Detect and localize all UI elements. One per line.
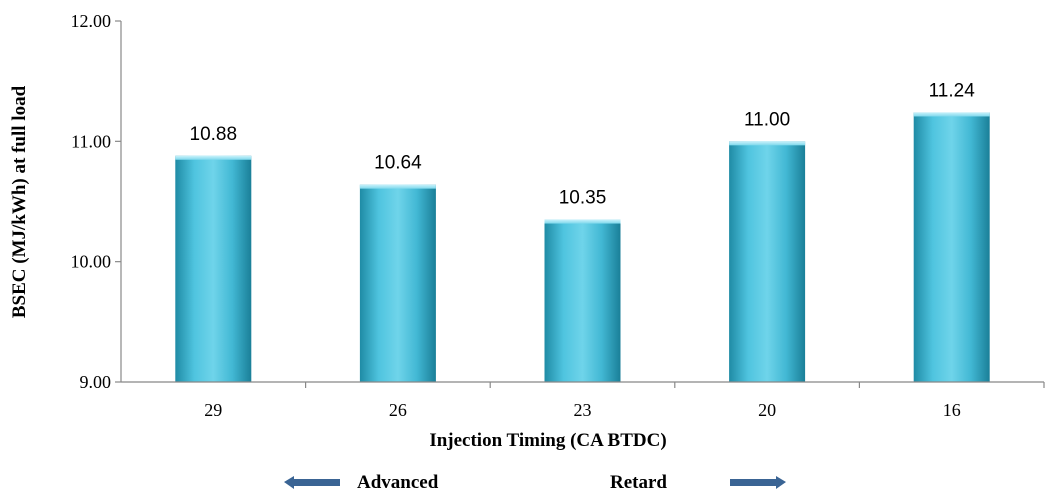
advanced-annotation: Advanced [284, 472, 439, 493]
y-tick-label: 9.00 [80, 372, 112, 392]
y-axis-title: BSEC (MJ/kWh) at full load [9, 85, 30, 318]
bar-top-highlight [913, 112, 990, 117]
x-tick-label: 23 [574, 400, 592, 420]
bar-top-highlight [729, 141, 806, 146]
bar-top-highlight [544, 219, 621, 224]
bar [175, 155, 252, 382]
bar-value-label: 10.64 [374, 153, 422, 174]
left-arrow-icon [284, 476, 340, 489]
bar-value-label: 11.00 [744, 109, 790, 130]
y-tick-label: 12.00 [71, 11, 112, 31]
ticks-layer: 9.00 10.00 11.00 12.00 29 26 23 20 16 [71, 11, 1045, 420]
x-tick-label: 26 [389, 400, 407, 420]
retard-annotation: Retard [610, 472, 786, 493]
bar-value-label: 10.35 [559, 188, 607, 209]
advanced-label: Advanced [357, 472, 439, 493]
bar [359, 184, 436, 382]
x-tick-label: 20 [758, 400, 776, 420]
x-axis-title: Injection Timing (CA BTDC) [429, 430, 666, 451]
bar-top-highlight [175, 155, 252, 160]
bars-layer: 10.88 10.64 10.35 11.00 11.24 [175, 80, 990, 382]
right-arrow-icon [730, 476, 786, 489]
bar [544, 219, 621, 382]
bar [729, 141, 806, 382]
bar-top-highlight [359, 184, 436, 189]
bar-value-label: 11.24 [929, 80, 976, 101]
bar-value-label: 10.88 [190, 124, 238, 145]
y-tick-label: 11.00 [71, 131, 111, 151]
bar [913, 112, 990, 382]
y-tick-label: 10.00 [71, 252, 112, 272]
x-tick-label: 16 [943, 400, 961, 420]
retard-label: Retard [610, 472, 667, 493]
x-tick-label: 29 [204, 400, 222, 420]
